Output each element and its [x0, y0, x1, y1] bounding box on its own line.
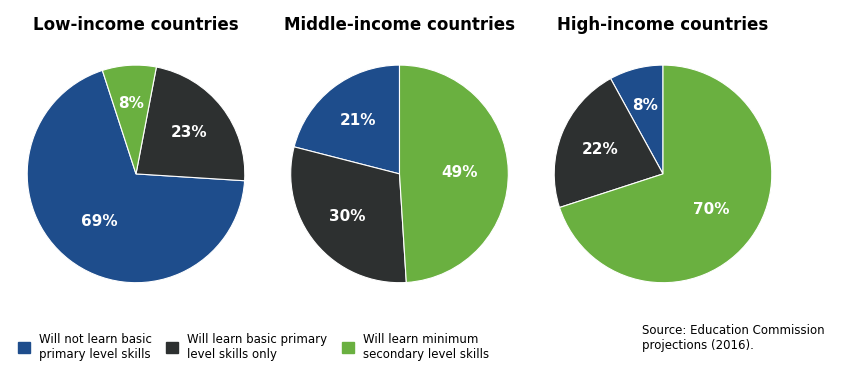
Wedge shape [554, 78, 663, 208]
Text: 69%: 69% [81, 214, 117, 229]
Title: Low-income countries: Low-income countries [33, 16, 239, 34]
Text: 8%: 8% [632, 98, 659, 113]
Wedge shape [291, 147, 406, 283]
Wedge shape [294, 65, 400, 174]
Text: 70%: 70% [693, 202, 729, 216]
Text: 21%: 21% [340, 113, 377, 128]
Wedge shape [102, 65, 156, 174]
Text: 49%: 49% [441, 165, 478, 179]
Text: Source: Education Commission
projections (2016).: Source: Education Commission projections… [642, 323, 824, 352]
Title: High-income countries: High-income countries [558, 16, 768, 34]
Text: 22%: 22% [582, 142, 619, 157]
Wedge shape [400, 65, 508, 282]
Title: Middle-income countries: Middle-income countries [284, 16, 515, 34]
Wedge shape [136, 67, 245, 181]
Wedge shape [610, 65, 663, 174]
Wedge shape [559, 65, 772, 283]
Text: 30%: 30% [329, 209, 366, 224]
Legend: Will not learn basic
primary level skills, Will learn basic primary
level skills: Will not learn basic primary level skill… [14, 329, 493, 364]
Text: 23%: 23% [171, 125, 207, 140]
Text: 8%: 8% [119, 96, 144, 111]
Wedge shape [27, 70, 245, 283]
